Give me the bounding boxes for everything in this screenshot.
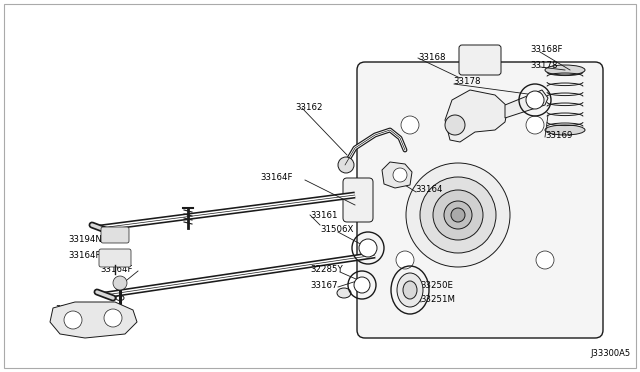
Polygon shape (505, 90, 548, 118)
Circle shape (393, 168, 407, 182)
Text: 32285Y: 32285Y (310, 266, 343, 275)
Polygon shape (445, 90, 508, 142)
Text: 33168F: 33168F (530, 45, 563, 55)
Circle shape (396, 251, 414, 269)
Ellipse shape (403, 281, 417, 299)
Circle shape (433, 190, 483, 240)
Text: 33164+A: 33164+A (55, 305, 95, 314)
Circle shape (338, 157, 354, 173)
Circle shape (104, 309, 122, 327)
Ellipse shape (397, 273, 423, 307)
Text: 33164: 33164 (415, 186, 442, 195)
Circle shape (401, 116, 419, 134)
Text: J33300A5: J33300A5 (590, 349, 630, 358)
Text: 33178: 33178 (453, 77, 481, 87)
Circle shape (420, 177, 496, 253)
Circle shape (526, 91, 544, 109)
Text: 33194N: 33194N (68, 235, 102, 244)
Text: 33178: 33178 (530, 61, 557, 70)
Circle shape (406, 163, 510, 267)
Circle shape (445, 115, 465, 135)
Circle shape (113, 276, 127, 290)
Circle shape (451, 208, 465, 222)
Circle shape (536, 251, 554, 269)
Circle shape (444, 201, 472, 229)
Circle shape (64, 311, 82, 329)
Circle shape (526, 116, 544, 134)
Text: 33161: 33161 (310, 211, 337, 219)
Ellipse shape (545, 125, 585, 135)
Text: 33251M: 33251M (420, 295, 455, 305)
FancyBboxPatch shape (101, 227, 129, 243)
Polygon shape (382, 162, 412, 188)
Text: 33167: 33167 (310, 280, 337, 289)
Polygon shape (50, 302, 137, 338)
Circle shape (359, 239, 377, 257)
Text: 33164F: 33164F (100, 266, 132, 275)
Text: 33168: 33168 (418, 54, 445, 62)
Text: 31506X: 31506X (320, 225, 353, 234)
Text: 33164FA: 33164FA (68, 250, 106, 260)
Ellipse shape (545, 65, 585, 75)
FancyBboxPatch shape (343, 178, 373, 222)
Ellipse shape (337, 288, 351, 298)
FancyBboxPatch shape (99, 249, 131, 267)
Circle shape (354, 277, 370, 293)
FancyBboxPatch shape (459, 45, 501, 75)
Text: 33169: 33169 (545, 131, 572, 140)
Text: 33162: 33162 (295, 103, 323, 112)
FancyBboxPatch shape (357, 62, 603, 338)
Text: 33164F: 33164F (260, 173, 292, 183)
Text: 33250E: 33250E (420, 280, 453, 289)
